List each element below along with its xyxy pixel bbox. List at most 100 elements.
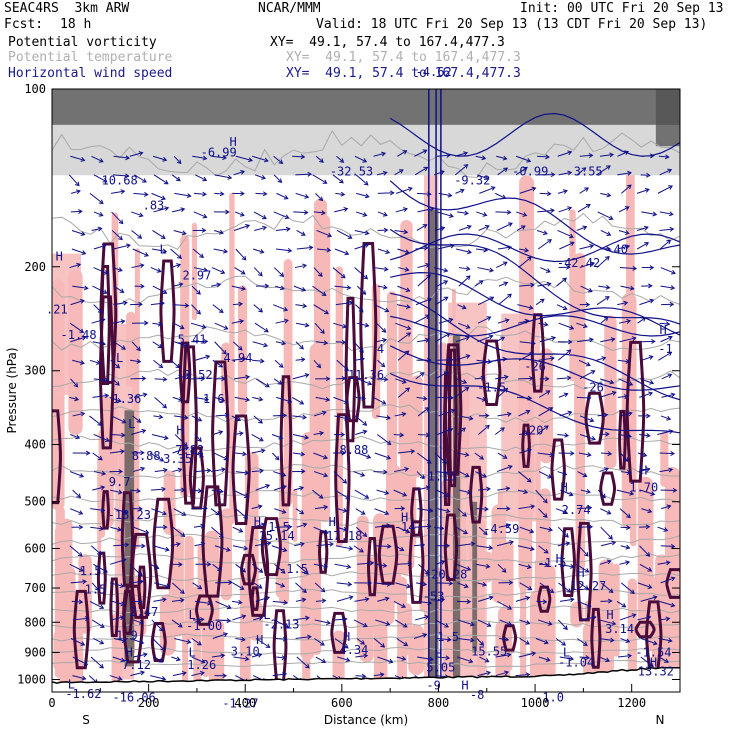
- contour-label: H: [254, 515, 261, 529]
- wind-vector-head: [624, 230, 630, 235]
- wind-vector-head: [304, 373, 310, 378]
- wind-vector: [458, 225, 472, 231]
- wind-vector-head: [318, 196, 324, 202]
- wind-vector-head: [459, 188, 465, 194]
- wind-vector-head: [197, 640, 202, 646]
- contour-label: -0.99: [512, 164, 548, 178]
- wind-vector-head: [545, 390, 551, 395]
- wind-speed-contour: [389, 228, 680, 325]
- wind-vector-head: [202, 176, 208, 182]
- wind-vector-head: [278, 363, 284, 368]
- wind-vector: [600, 526, 613, 540]
- wind-vector: [518, 505, 535, 510]
- wind-vector-head: [180, 207, 186, 213]
- wind-vector: [495, 336, 505, 343]
- wind-vector: [557, 230, 574, 238]
- wind-vector-head: [569, 563, 575, 569]
- wind-speed-contour: [390, 271, 680, 336]
- wind-vector-head: [448, 427, 454, 433]
- wind-vector-head: [136, 488, 141, 494]
- wind-vector-head: [162, 289, 168, 294]
- wind-vector-head: [445, 492, 451, 498]
- wind-vector-head: [647, 584, 653, 589]
- wind-vector-head: [317, 272, 323, 278]
- wind-vector-head: [144, 252, 149, 257]
- wind-vector: [458, 415, 473, 420]
- wind-vector: [394, 413, 406, 417]
- wind-vector-head: [478, 280, 484, 285]
- wind-vector-head: [80, 360, 85, 365]
- wind-vector-head: [281, 655, 287, 661]
- wind-vector-head: [550, 208, 555, 214]
- wind-vector-head: [464, 386, 470, 392]
- wind-vector: [617, 302, 628, 306]
- wind-vector: [373, 638, 385, 648]
- pv-shade: [301, 431, 315, 632]
- wind-vector-head: [324, 309, 329, 315]
- contour-label: 11.36: [348, 368, 384, 382]
- wind-vector: [336, 359, 349, 371]
- contour-label: -18.23: [108, 508, 151, 522]
- wind-vector-head: [627, 170, 632, 176]
- wind-vector-head: [422, 633, 428, 638]
- wind-vector: [374, 508, 389, 515]
- wind-vector-head: [283, 306, 289, 312]
- wind-vector-head: [382, 170, 388, 176]
- wind-vector: [559, 656, 574, 660]
- wind-vector-head: [650, 491, 656, 496]
- wind-vector-head: [385, 249, 391, 255]
- wind-vector: [397, 450, 415, 454]
- wind-vector: [133, 526, 149, 534]
- y-tick-label: 100: [24, 82, 46, 96]
- wind-vector-head: [200, 523, 206, 529]
- wind-vector-head: [466, 224, 472, 230]
- wind-vector-head: [163, 179, 169, 185]
- wind-vector: [353, 341, 364, 353]
- wind-vector-head: [136, 418, 142, 423]
- wind-vector-head: [161, 486, 166, 492]
- wind-vector: [659, 169, 672, 176]
- wind-vector-head: [439, 525, 445, 531]
- wind-vector-head: [118, 469, 123, 475]
- contour-label: -4.62: [416, 65, 452, 79]
- wind-vector-head: [463, 529, 468, 535]
- wind-vector-head: [138, 301, 143, 307]
- wind-vector-head: [587, 505, 593, 511]
- wind-vector-head: [398, 169, 404, 174]
- wind-vector-head: [121, 558, 127, 563]
- wind-vector-head: [102, 177, 108, 183]
- wind-vector-head: [527, 585, 533, 591]
- theta-contour: [52, 404, 680, 424]
- wind-vector-head: [384, 307, 390, 313]
- wind-vector: [519, 432, 529, 435]
- wind-vector-head: [484, 658, 490, 663]
- wind-vector-head: [301, 287, 307, 292]
- wind-vector: [333, 471, 347, 484]
- wind-vector-head: [567, 339, 573, 345]
- contour-label: L: [263, 608, 270, 622]
- wind-vector: [335, 192, 345, 196]
- wind-vector: [192, 618, 204, 621]
- wind-vector-head: [446, 637, 452, 642]
- wind-vector: [576, 167, 587, 176]
- wind-vector-head: [327, 232, 333, 238]
- wind-vector-head: [529, 375, 534, 381]
- wind-vector: [251, 434, 264, 442]
- wind-vector: [577, 338, 593, 343]
- wind-vector-head: [530, 282, 535, 288]
- wind-vector: [174, 374, 190, 380]
- wind-vector: [295, 341, 304, 350]
- contour-label: H: [329, 515, 336, 529]
- wind-vector-head: [120, 657, 126, 663]
- wind-vector-head: [649, 379, 655, 385]
- wind-vector: [173, 229, 186, 235]
- wind-vector-head: [76, 262, 82, 268]
- wind-vector-head: [141, 178, 147, 183]
- wind-vector: [596, 165, 611, 176]
- wind-vector: [454, 152, 468, 157]
- pv-shade: [335, 266, 343, 547]
- wind-vector: [536, 600, 547, 603]
- wind-vector: [334, 489, 350, 500]
- wind-vector-head: [302, 522, 308, 528]
- wind-vector: [576, 322, 588, 328]
